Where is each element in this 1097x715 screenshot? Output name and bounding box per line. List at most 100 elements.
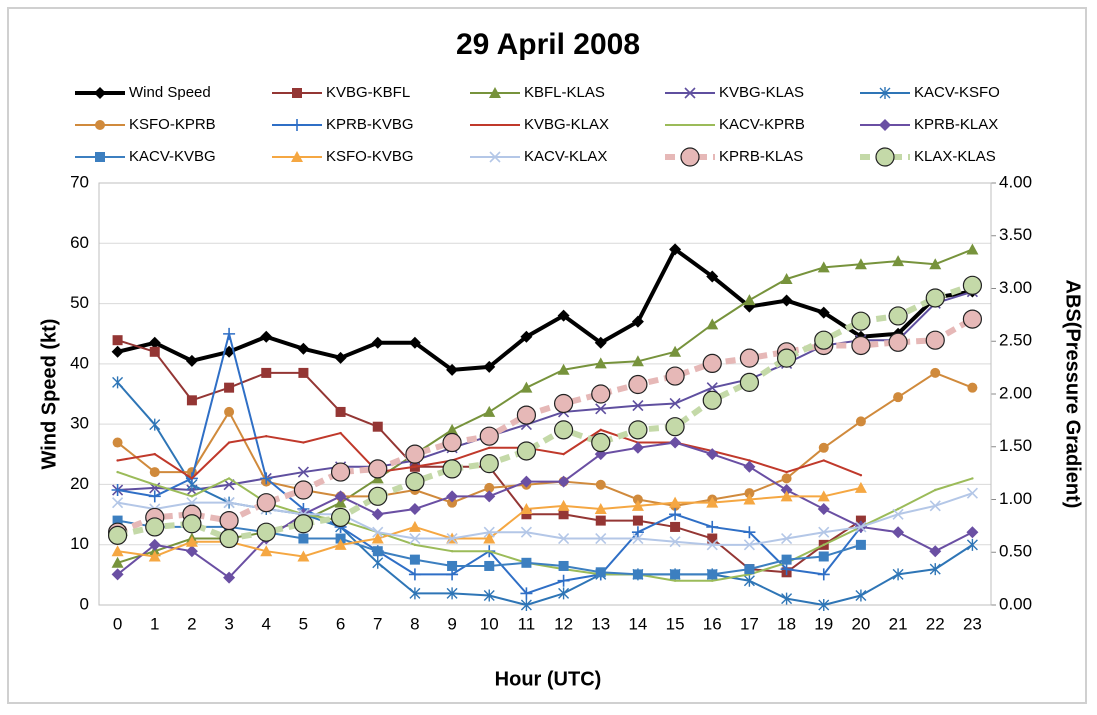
marker — [335, 533, 346, 544]
marker — [930, 367, 941, 378]
marker — [707, 569, 718, 580]
marker — [707, 533, 718, 544]
marker — [330, 507, 351, 528]
marker — [520, 502, 533, 514]
x-axis-label: Hour (UTC) — [495, 668, 602, 690]
marker — [780, 484, 793, 497]
marker — [631, 355, 644, 367]
marker — [334, 490, 347, 503]
x-tick-label: 3 — [224, 614, 233, 633]
marker — [966, 243, 979, 255]
marker — [595, 403, 607, 415]
marker — [665, 417, 685, 437]
marker — [595, 515, 606, 526]
x-tick-label: 18 — [777, 614, 796, 633]
marker — [706, 270, 719, 283]
x-tick-label: 4 — [262, 614, 271, 633]
marker — [855, 539, 866, 550]
marker — [780, 490, 793, 502]
marker — [297, 550, 310, 562]
marker — [483, 589, 495, 602]
marker — [818, 526, 830, 538]
legend-label: KACV-KSFO — [914, 84, 1000, 101]
marker — [261, 367, 272, 378]
legend-label: KVBG-KBFL — [326, 84, 410, 101]
marker — [291, 119, 303, 131]
marker — [293, 480, 314, 500]
marker — [558, 532, 570, 545]
marker — [408, 520, 421, 532]
x-tick-label: 7 — [373, 614, 382, 633]
marker — [483, 360, 496, 373]
point — [562, 452, 565, 456]
marker — [405, 471, 425, 492]
marker — [818, 442, 829, 453]
marker — [892, 568, 904, 581]
marker — [879, 119, 891, 131]
legend-item: KPRB-KLAX — [860, 116, 998, 133]
y2-tick-label: 2.50 — [999, 331, 1032, 350]
marker — [409, 587, 421, 600]
marker — [405, 444, 425, 464]
legend-item: KACV-KLAX — [470, 148, 607, 165]
marker — [446, 587, 458, 600]
marker — [680, 147, 700, 167]
y-tick-label: 20 — [70, 474, 89, 493]
marker — [446, 490, 459, 503]
marker — [855, 589, 867, 602]
marker — [371, 508, 384, 521]
marker — [591, 384, 611, 404]
marker — [632, 515, 643, 526]
legend-label: KPRB-KLAX — [914, 116, 998, 133]
marker — [706, 448, 719, 461]
y2-tick-label: 3.50 — [999, 225, 1032, 244]
marker — [111, 545, 124, 557]
point — [339, 431, 342, 435]
series-line — [117, 247, 973, 372]
x-tick-label: 16 — [703, 614, 722, 633]
marker — [594, 336, 607, 349]
marker — [521, 557, 532, 568]
marker — [781, 473, 792, 484]
legend-label: KPRB-KVBG — [326, 116, 414, 133]
marker — [372, 556, 384, 569]
marker — [149, 418, 161, 431]
y2-tick-label: 0.50 — [999, 542, 1032, 561]
y-tick-label: 30 — [70, 414, 89, 433]
marker — [632, 494, 643, 505]
legend-item: Wind Speed — [75, 84, 211, 101]
marker — [148, 538, 161, 551]
marker — [520, 381, 533, 393]
marker — [521, 509, 532, 520]
point — [896, 507, 900, 511]
marker — [855, 416, 866, 427]
marker — [851, 311, 871, 331]
point — [413, 543, 417, 547]
marker — [372, 526, 384, 538]
point — [413, 465, 417, 468]
marker — [112, 335, 123, 346]
marker — [966, 538, 978, 551]
marker — [148, 490, 161, 503]
point — [971, 477, 974, 480]
marker — [595, 532, 607, 545]
x-tick-label: 12 — [554, 614, 573, 633]
marker — [594, 502, 607, 514]
marker — [557, 363, 570, 375]
legend-label: Wind Speed — [129, 84, 211, 101]
marker — [298, 533, 309, 544]
marker — [670, 521, 681, 532]
legend-item: KVBG-KBFL — [272, 84, 410, 101]
marker — [743, 539, 755, 551]
marker — [818, 599, 830, 611]
legend-item: KACV-KPRB — [665, 116, 805, 133]
marker — [112, 376, 124, 389]
marker — [669, 436, 682, 449]
y-tick-label: 10 — [70, 534, 89, 553]
legend-item: KSFO-KPRB — [75, 116, 216, 133]
x-tick-label: 0 — [113, 614, 122, 633]
marker — [776, 348, 797, 368]
plot-area — [98, 182, 992, 606]
marker — [95, 152, 105, 162]
marker — [743, 294, 756, 306]
